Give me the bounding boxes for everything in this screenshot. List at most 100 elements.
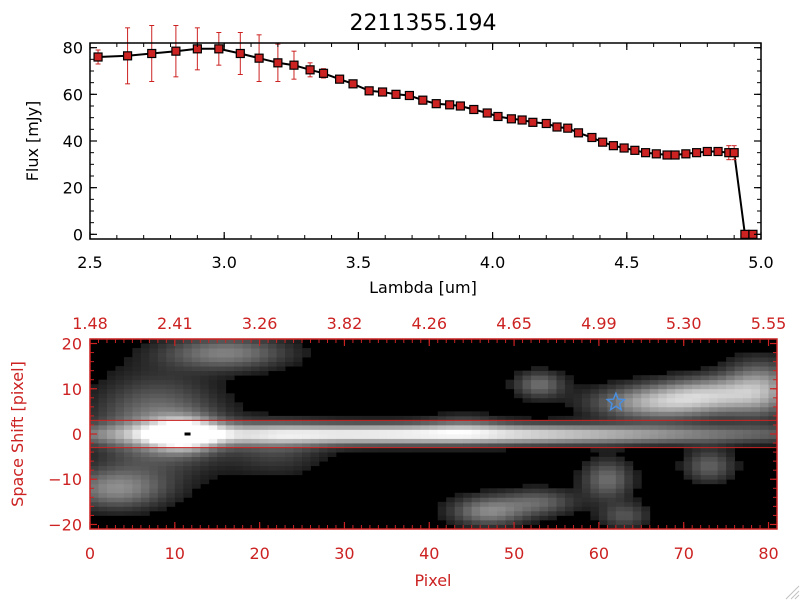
heatmap-cell xyxy=(166,497,176,503)
heatmap-cell xyxy=(539,497,549,503)
heatmap-cell xyxy=(471,506,481,512)
heatmap-cell xyxy=(522,501,532,507)
heatmap-cell xyxy=(615,379,625,385)
heatmap-cell xyxy=(683,384,693,390)
heatmap-cell xyxy=(743,429,752,435)
heatmap-cell xyxy=(225,343,235,349)
heatmap-cell xyxy=(463,506,473,512)
heatmap-cell xyxy=(522,515,532,521)
heatmap-cell xyxy=(581,384,591,390)
heatmap-cell xyxy=(624,492,634,498)
heatmap-cell xyxy=(726,393,735,399)
heatmap-cell xyxy=(412,429,422,435)
heatmap-cell xyxy=(285,456,294,462)
heatmap-cell xyxy=(191,456,201,462)
heatmap-cell xyxy=(658,393,668,399)
heatmap-cell xyxy=(166,352,176,358)
heatmap-cell xyxy=(751,393,761,399)
heatmap-cell xyxy=(505,379,515,385)
heatmap-cell xyxy=(743,379,752,385)
heatmap-cell xyxy=(200,402,210,408)
heatmap-cell xyxy=(581,461,591,467)
heatmap-cell xyxy=(285,434,294,439)
heatmap-cell xyxy=(208,456,218,462)
heatmap-cell xyxy=(183,352,193,358)
heatmap-cell xyxy=(191,384,201,390)
heatmap-cell xyxy=(98,510,108,516)
heatmap-cell xyxy=(115,443,125,448)
heatmap-cell xyxy=(344,424,354,430)
heatmap-cell xyxy=(751,357,761,363)
heatmap-cell xyxy=(760,384,769,390)
data-point xyxy=(729,148,739,158)
heatmap-cell xyxy=(760,357,769,363)
heatmap-cell xyxy=(106,384,116,390)
heatmap-cell xyxy=(319,420,328,426)
heatmap-cell xyxy=(132,424,142,430)
heatmap-cell xyxy=(200,361,210,367)
y-tick-label: 60 xyxy=(63,85,83,104)
heatmap-cell xyxy=(598,519,608,525)
heatmap-cell xyxy=(700,429,710,435)
heatmap-cell xyxy=(157,434,167,439)
image-top-tick-label: 5.55 xyxy=(751,314,787,333)
heatmap-cell xyxy=(760,402,769,408)
heatmap-cell xyxy=(285,420,294,426)
heatmap-cell xyxy=(514,434,523,439)
heatmap-cell xyxy=(98,424,108,430)
heatmap-cell xyxy=(598,438,608,444)
heatmap-cell xyxy=(395,420,405,426)
heatmap-cell xyxy=(564,438,574,444)
heatmap-cell xyxy=(615,443,625,448)
heatmap-cell xyxy=(234,343,244,349)
heatmap-cell xyxy=(191,357,201,363)
heatmap-cell xyxy=(200,352,210,358)
heatmap-cell xyxy=(692,415,702,421)
heatmap-cell xyxy=(149,415,159,421)
heatmap-cell xyxy=(251,465,261,471)
heatmap-cell xyxy=(242,429,252,435)
heatmap-cell xyxy=(217,357,227,363)
heatmap-cell xyxy=(658,402,668,408)
heatmap-cell xyxy=(276,339,286,344)
heatmap-cell xyxy=(412,438,422,444)
heatmap-cell xyxy=(522,429,532,435)
heatmap-cell xyxy=(683,393,693,399)
heatmap-cell xyxy=(106,434,116,439)
heatmap-cell xyxy=(98,429,108,435)
heatmap-cell xyxy=(522,492,532,498)
heatmap-cell xyxy=(191,397,201,403)
heatmap-cell xyxy=(692,479,702,485)
heatmap-cell xyxy=(590,384,600,390)
heatmap-cell xyxy=(607,524,617,530)
heatmap-cell xyxy=(132,474,142,480)
heatmap-cell xyxy=(590,429,600,435)
heatmap-cell xyxy=(573,438,583,444)
heatmap-cell xyxy=(700,415,710,421)
heatmap-cell xyxy=(581,438,591,444)
heatmap-cell xyxy=(174,366,184,372)
data-point xyxy=(254,53,264,63)
heatmap-cell xyxy=(683,379,693,385)
heatmap-cell xyxy=(157,429,167,435)
data-point xyxy=(541,118,551,129)
heatmap-cell xyxy=(420,415,430,421)
heatmap-cell xyxy=(310,443,320,448)
heatmap-cell xyxy=(717,379,727,385)
heatmap-cell xyxy=(480,415,490,421)
heatmap-cell xyxy=(717,370,727,376)
image-ticks: 0 10 20 30 40 50 60 70 801.48 2.41 3.26 3.82 4.26 4.6… xyxy=(48,314,786,563)
heatmap-cell xyxy=(480,434,490,439)
heatmap-cell xyxy=(564,384,574,390)
heatmap-cell xyxy=(437,443,447,448)
heatmap-cell xyxy=(607,397,617,403)
heatmap-cell xyxy=(471,497,481,503)
heatmap-cell xyxy=(259,348,269,353)
heatmap-cell xyxy=(157,375,167,381)
heatmap-cell xyxy=(183,470,193,476)
heatmap-cell xyxy=(573,492,583,498)
heatmap-cell xyxy=(191,447,201,453)
heatmap-cell xyxy=(191,348,201,353)
data-point xyxy=(670,150,680,160)
heatmap-cell xyxy=(115,510,125,516)
